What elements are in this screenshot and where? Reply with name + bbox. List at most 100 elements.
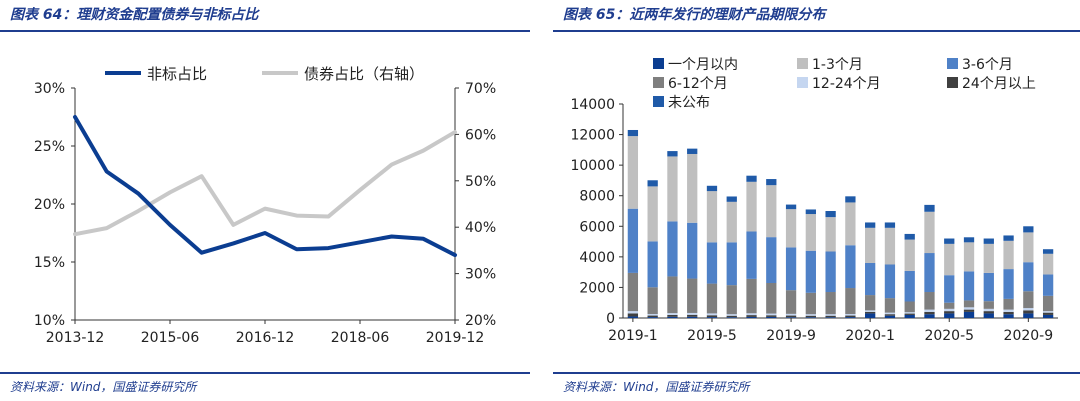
y-tick-label: 14000: [570, 97, 615, 113]
bar-segment: [944, 243, 955, 276]
bar-segment: [825, 317, 836, 318]
left-bottom-rule: [0, 372, 530, 374]
bar-segment: [647, 186, 658, 242]
bar-segment: [825, 251, 836, 293]
bar-segment: [785, 204, 797, 210]
bar-segment: [884, 264, 896, 299]
y-tick-label: 8000: [579, 189, 615, 205]
bar-segment: [983, 313, 994, 318]
bar-segment: [1042, 311, 1054, 313]
bar-segment: [1023, 262, 1034, 292]
bar-segment: [785, 315, 797, 318]
bar-segment: [845, 202, 856, 246]
x-tick-label: 2020-9: [1004, 328, 1054, 344]
bar-segment: [865, 310, 876, 312]
bar-segment: [1003, 314, 1014, 318]
bar-segment: [924, 309, 935, 312]
bar-segment: [904, 312, 915, 314]
bar-segment: [1003, 269, 1014, 299]
bar-segment: [924, 311, 935, 315]
y-tick-label: 10000: [570, 158, 615, 174]
y-tick-label: 6000: [579, 219, 615, 235]
bar-segment: [667, 221, 678, 277]
bar-segment: [687, 153, 698, 223]
left-y-tick-label: 20%: [34, 197, 65, 213]
bar-segment: [1042, 312, 1054, 315]
x-tick-label: 2020-1: [845, 328, 895, 344]
bar-segment: [865, 295, 876, 311]
bar-segment: [845, 314, 856, 316]
bar-segment: [785, 209, 797, 248]
series-line-bond: [73, 130, 457, 237]
bar-segment: [865, 311, 876, 314]
bar-segment: [647, 241, 658, 288]
legend-label: 3-6个月: [962, 57, 1013, 73]
legend-swatch: [653, 58, 664, 69]
bar-segment: [983, 272, 994, 302]
legend-swatch: [947, 58, 958, 69]
bar-segment: [746, 175, 757, 182]
bar-segment: [627, 136, 639, 209]
bar-segment: [647, 180, 658, 187]
bar-segment: [963, 307, 975, 310]
bar-segment: [746, 181, 757, 232]
bar-segment: [825, 315, 836, 318]
bar-segment: [667, 151, 678, 157]
x-tick-label: 2019-12: [426, 330, 485, 346]
bar-segment: [706, 313, 718, 316]
legend-label: 非标占比: [147, 65, 207, 83]
bar-segment: [825, 292, 836, 315]
bar-segment: [1003, 240, 1014, 270]
bar-segment: [667, 313, 678, 315]
legend-label: 一个月以内: [668, 57, 738, 73]
bar-segment: [963, 300, 975, 308]
right-y-tick-label: 50%: [465, 174, 496, 190]
right-source-note: 资料来源：Wind，国盛证券研究所: [563, 380, 750, 394]
legend-label: 12-24个月: [812, 76, 881, 92]
series-line-nonstandard: [73, 115, 457, 258]
bar-segment: [667, 276, 678, 314]
bar-segment: [1003, 298, 1014, 310]
right-y-tick-label: 30%: [465, 267, 496, 283]
bar-segment: [687, 278, 698, 313]
bar-segment: [785, 290, 797, 314]
left-y-tick-label: 10%: [34, 313, 65, 329]
bar-segment: [805, 292, 816, 315]
bar-segment: [766, 313, 777, 316]
y-tick-label: 12000: [570, 128, 615, 144]
bar-segment: [706, 315, 718, 318]
bar-segment: [904, 301, 915, 313]
bar-segment: [805, 209, 816, 215]
bar-segment: [627, 129, 639, 137]
bar-segment: [1042, 249, 1054, 254]
bar-segment: [983, 311, 994, 314]
bar-segment: [1003, 309, 1014, 312]
right-figure-title: 图表 65：近两年发行的理财产品期限分布: [563, 7, 826, 23]
bar-segment: [865, 262, 876, 296]
bar-segment: [924, 314, 935, 318]
legend-label: 24个月以上: [962, 76, 1036, 92]
bar-segment: [647, 315, 658, 318]
bar-segment: [865, 313, 876, 318]
left-y-tick-label: 15%: [34, 255, 65, 271]
y-tick-label: 0: [606, 311, 615, 327]
bar-segment: [687, 312, 698, 315]
bar-segment: [963, 271, 975, 301]
bar-segment: [647, 317, 658, 318]
bar-segment: [785, 317, 797, 318]
line-chart: 10% 15% 20% 25% 30% 20% 30% 40% 50% 60% 70% 2013-12…: [34, 65, 496, 346]
bar-segment: [805, 317, 816, 318]
bar-segment: [746, 231, 757, 279]
bar-segment: [706, 317, 718, 318]
bar-segment: [1042, 314, 1054, 318]
bar-segment: [766, 185, 777, 238]
bar-segment: [1023, 310, 1034, 314]
x-tick-label: 2019-1: [608, 328, 658, 344]
x-tick-label: 2018-06: [331, 330, 390, 346]
bar-segment: [687, 314, 698, 317]
bar-segment: [944, 275, 955, 303]
x-tick-label: 2019-9: [766, 328, 816, 344]
bar-segment: [805, 314, 816, 316]
bar-segment: [627, 311, 639, 314]
bar-segment: [1042, 253, 1054, 275]
